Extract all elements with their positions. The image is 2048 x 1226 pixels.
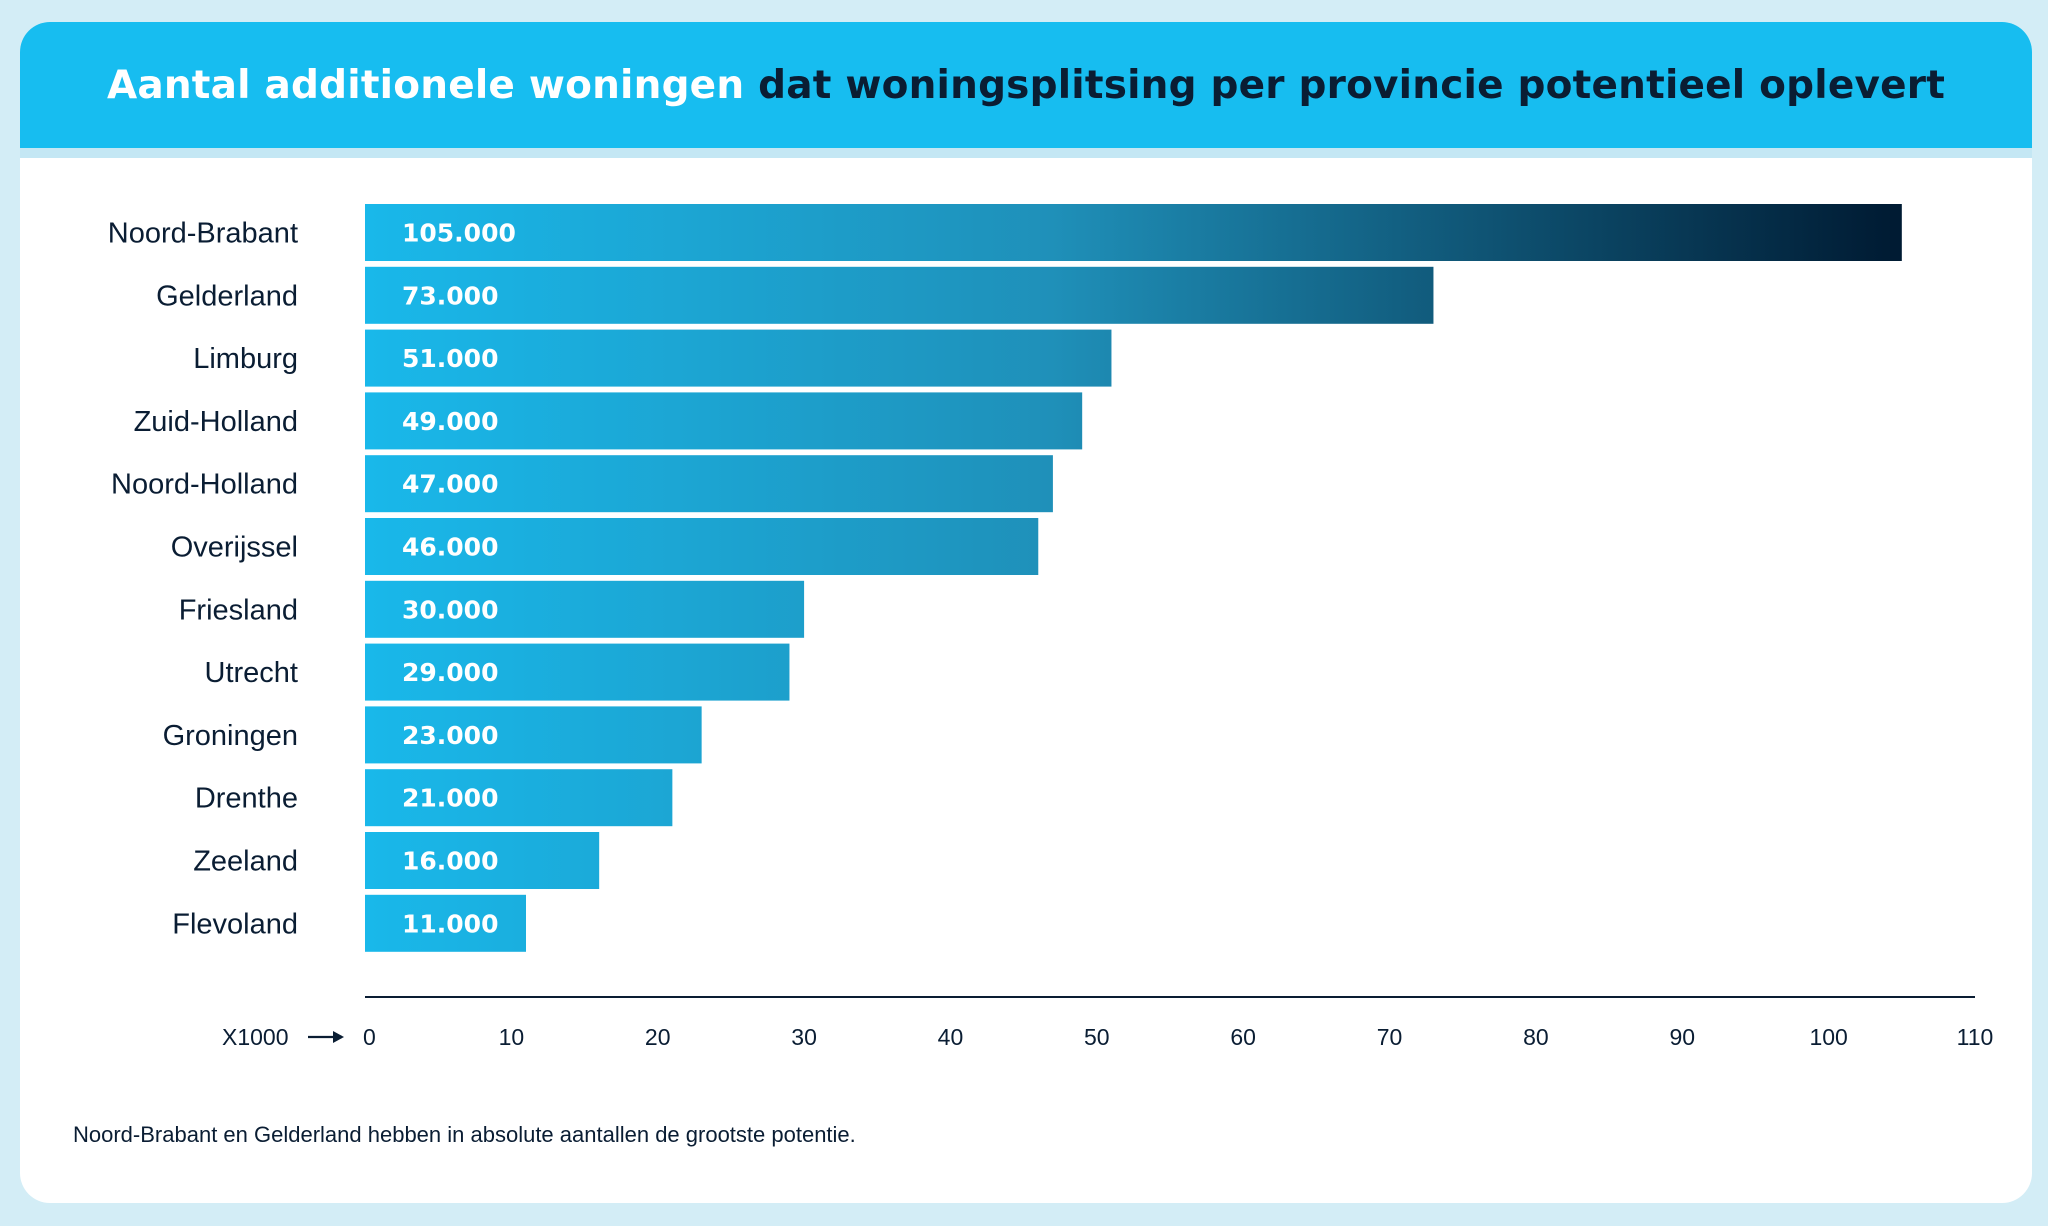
x-tick-label: 110 [1957, 1024, 1994, 1050]
category-label: Gelderland [156, 280, 298, 312]
bar-value-label: 21.000 [402, 784, 498, 813]
bar [365, 329, 1112, 387]
bar [365, 769, 673, 827]
header-banner: Aantal additionele woningen dat woningsp… [20, 22, 2032, 158]
x-tick-label: 70 [1377, 1024, 1403, 1050]
axis-unit-label: X1000 [222, 1024, 289, 1050]
bar-value-label: 73.000 [402, 281, 498, 310]
x-tick-label: 10 [499, 1024, 525, 1050]
bar [365, 643, 790, 701]
x-tick-label: 20 [645, 1024, 671, 1050]
x-axis: X1000 0 10 20 30 40 50 60 70 80 90 100 110 [222, 996, 1994, 1050]
category-label: Drenthe [195, 783, 298, 815]
bars-group: Noord-Brabant 105.000 Gelderland 73.000 Limb… [108, 204, 1902, 952]
bar [365, 894, 526, 952]
bar-value-label: 29.000 [402, 658, 498, 687]
bar-value-label: 23.000 [402, 721, 498, 750]
chart-title: Aantal additionele woningen dat woningsp… [107, 63, 1945, 108]
x-tick-label: 50 [1084, 1024, 1110, 1050]
category-label: Groningen [163, 720, 298, 752]
bar [365, 455, 1053, 513]
x-tick-label: 0 [363, 1024, 376, 1050]
bar-value-label: 11.000 [402, 909, 498, 938]
category-label: Noord-Holland [111, 469, 298, 501]
x-tick-label: 90 [1669, 1024, 1695, 1050]
x-tick-label: 80 [1523, 1024, 1549, 1050]
category-label: Flevoland [172, 908, 298, 940]
bar-value-label: 46.000 [402, 533, 498, 562]
chart-title-dark: dat woningsplitsing per provincie potent… [758, 62, 1946, 108]
bar-value-label: 49.000 [402, 407, 498, 436]
x-tick-label: 40 [938, 1024, 964, 1050]
arrow-head-icon [333, 1031, 344, 1043]
bar-value-label: 51.000 [402, 344, 498, 373]
x-tick-label: 60 [1230, 1024, 1256, 1050]
footnote: Noord-Brabant en Gelderland hebben in ab… [73, 1122, 856, 1147]
category-label: Friesland [179, 594, 298, 626]
bar [365, 580, 805, 638]
bar [365, 266, 1434, 324]
category-label: Noord-Brabant [108, 218, 298, 250]
bar [365, 518, 1039, 575]
x-tick-label: 100 [1809, 1024, 1847, 1050]
x-tick-label: 30 [791, 1024, 817, 1050]
bar [365, 706, 702, 764]
bar-value-label: 16.000 [402, 847, 498, 876]
bar-value-label: 47.000 [402, 470, 498, 499]
bar [365, 204, 1902, 261]
category-label: Utrecht [205, 657, 298, 689]
bar-value-label: 105.000 [402, 219, 516, 248]
chart-title-light: Aantal additionele woningen [106, 62, 745, 108]
category-label: Zuid-Holland [134, 406, 298, 438]
bar [365, 392, 1083, 450]
category-label: Zeeland [193, 846, 298, 878]
category-label: Limburg [193, 343, 298, 375]
bar [365, 832, 600, 889]
bar-value-label: 30.000 [402, 595, 498, 624]
category-label: Overijssel [171, 532, 298, 564]
